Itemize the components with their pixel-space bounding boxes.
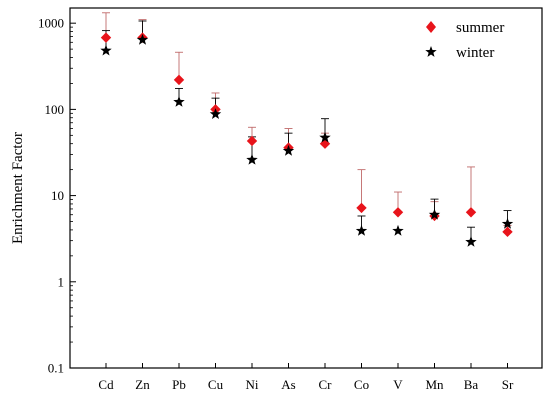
legend-winter-marker [425,46,437,57]
data-markers [100,32,514,247]
data-point-winter [465,235,477,247]
x-tick-label: Ni [246,377,259,392]
data-point-summer [356,202,367,214]
x-tick-label: Sr [502,377,514,392]
y-axis-ticks: 0.1 1 10 100 1000 [38,16,76,376]
y-tick-label: 1 [58,274,65,289]
x-tick-label: Zn [135,377,150,392]
x-tick-label: Cd [98,377,114,392]
data-point-winter [246,153,258,165]
y-tick-label: 100 [45,102,65,117]
data-point-winter [392,224,404,236]
x-tick-label: Pb [172,377,186,392]
data-point-summer [173,74,185,86]
legend: summer winter [425,20,504,61]
data-point-winter [173,95,185,107]
legend-summer-label: summer [456,20,504,36]
data-point-summer [100,32,112,43]
x-tick-label: Cr [319,377,333,392]
data-point-winter [319,131,331,143]
data-point-winter [501,217,514,229]
plot-frame [69,7,543,369]
data-point-summer [246,135,258,147]
x-axis-ticks: Cd Zn Pb Cu Ni As Cr Co V Mn Ba Sr [98,363,514,392]
data-point-summer [502,226,513,238]
data-point-winter [428,208,441,220]
data-point-winter [282,144,295,156]
x-tick-label: Ba [464,377,479,392]
y-tick-label: 10 [51,188,64,203]
y-tick-label: 0.1 [48,361,64,376]
x-tick-label: As [281,377,295,392]
y-axis-title: Enrichment Factor [10,132,26,244]
legend-winter-label: winter [456,45,494,61]
data-point-winter [355,224,368,236]
data-point-summer [465,207,477,218]
legend-summer-marker [426,21,436,33]
data-point-winter [209,108,222,120]
x-tick-label: Mn [425,377,444,392]
error-bars [102,12,512,242]
data-point-summer [392,207,404,218]
x-tick-label: Cu [208,377,224,392]
data-point-winter [100,44,112,56]
x-tick-label: V [393,377,403,392]
data-point-winter [136,33,149,45]
x-tick-label: Co [354,377,369,392]
y-tick-label: 1000 [38,16,64,31]
